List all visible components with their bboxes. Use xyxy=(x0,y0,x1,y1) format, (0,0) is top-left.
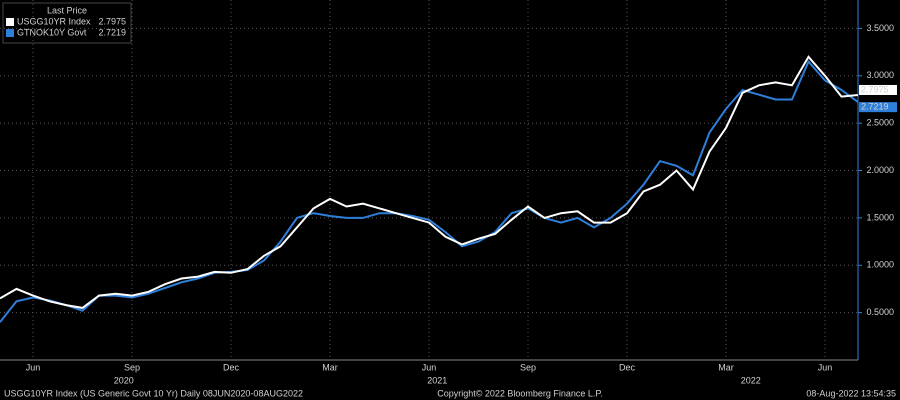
y-tick-label: 2.0000 xyxy=(866,165,894,175)
series-line xyxy=(0,55,859,309)
y-tick-label: 0.5000 xyxy=(866,307,894,317)
x-tick-label: Jun xyxy=(818,362,833,372)
legend-title: Last Price xyxy=(47,5,87,15)
value-tag xyxy=(859,102,897,113)
y-tick-label: 1.0000 xyxy=(866,260,894,270)
value-tag-label: 2.7219 xyxy=(861,102,889,112)
legend-value: 2.7975 xyxy=(98,16,126,26)
legend-swatch xyxy=(6,29,14,37)
legend-box xyxy=(2,2,132,44)
y-tick-label: 2.5000 xyxy=(866,118,894,128)
value-tag-label: 2.7975 xyxy=(861,84,889,94)
year-label: 2020 xyxy=(114,375,134,385)
series-line xyxy=(0,59,859,323)
y-tick-label: 3.5000 xyxy=(866,23,894,33)
y-tick-label: 3.0000 xyxy=(866,70,894,80)
x-tick-label: Sep xyxy=(124,362,140,372)
x-tick-label: Jun xyxy=(422,362,437,372)
x-tick-label: Sep xyxy=(520,362,536,372)
value-tag xyxy=(859,84,897,95)
x-tick-label: Mar xyxy=(718,362,734,372)
x-tick-label: Mar xyxy=(322,362,338,372)
footer-center: Copyright© 2022 Bloomberg Finance L.P. xyxy=(437,388,603,398)
legend-value: 2.7219 xyxy=(98,27,126,37)
x-tick-label: Dec xyxy=(619,362,636,372)
legend-swatch xyxy=(6,18,14,26)
x-tick-label: Jun xyxy=(26,362,41,372)
y-tick-label: 1.5000 xyxy=(866,212,894,222)
year-label: 2021 xyxy=(427,375,447,385)
footer-right: 08-Aug-2022 13:54:35 xyxy=(806,388,896,398)
legend-label: GTNOK10Y Govt xyxy=(17,27,87,37)
footer-left: USGG10YR Index (US Generic Govt 10 Yr) D… xyxy=(4,388,303,398)
legend-label: USGG10YR Index xyxy=(17,16,91,26)
year-label: 2022 xyxy=(741,375,761,385)
x-tick-label: Dec xyxy=(223,362,240,372)
